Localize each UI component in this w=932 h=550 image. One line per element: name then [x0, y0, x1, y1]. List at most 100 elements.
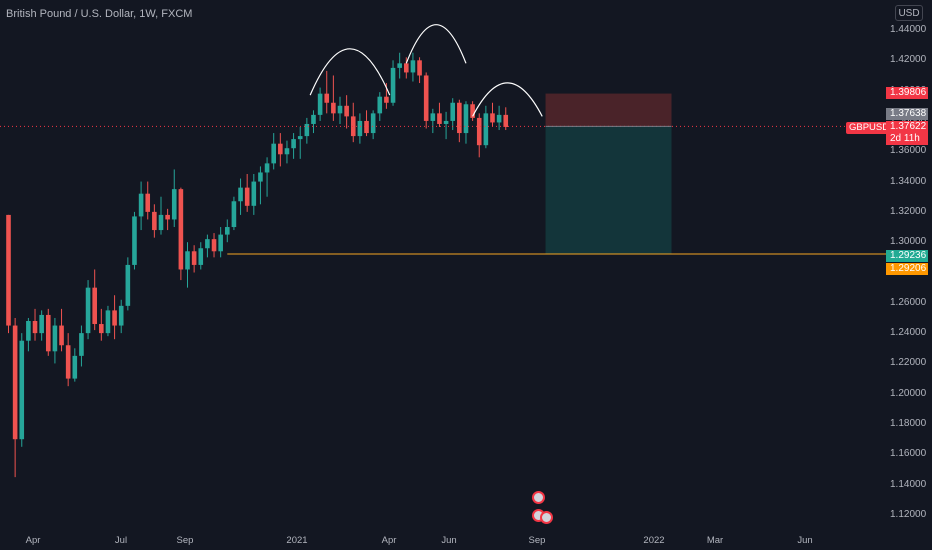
candle	[377, 92, 383, 121]
candle	[244, 173, 250, 212]
candle	[12, 317, 18, 478]
candle	[224, 219, 230, 243]
candle	[39, 310, 44, 341]
pattern-arc-3[interactable]	[472, 82, 543, 117]
x-axis-tick: Jun	[797, 535, 813, 546]
take-profit-zone[interactable]	[545, 126, 672, 254]
candle	[32, 308, 38, 341]
candle	[443, 111, 449, 140]
candle	[258, 166, 263, 205]
candle	[138, 181, 144, 231]
candle	[165, 208, 170, 231]
y-axis-tick: 1.38000	[890, 115, 926, 126]
candle	[6, 214, 11, 334]
candle	[311, 110, 316, 134]
y-axis-tick: 1.20000	[890, 387, 927, 399]
candle	[178, 187, 184, 281]
candle	[132, 211, 137, 270]
candle	[397, 52, 402, 79]
x-axis-tick: Apr	[381, 535, 397, 546]
candle	[430, 108, 436, 134]
candle	[185, 242, 190, 288]
candle	[417, 57, 422, 84]
uk-flag-event-icon[interactable]	[532, 491, 545, 504]
support-line-label: 1.29206	[886, 263, 928, 275]
candle	[45, 308, 51, 356]
uk-flag-event-icon-2[interactable]	[540, 511, 553, 524]
x-axis-tick: Sep	[528, 535, 546, 546]
candle	[344, 95, 349, 129]
candle	[112, 295, 117, 340]
candle	[251, 173, 257, 215]
target-price-label: 1.39806	[886, 87, 928, 99]
candle	[450, 98, 456, 131]
stop-loss-zone[interactable]	[545, 93, 672, 127]
candle	[79, 325, 84, 367]
candle	[99, 308, 104, 341]
pattern-arc-1[interactable]	[309, 48, 391, 96]
candle	[278, 133, 283, 167]
y-axis-tick: 1.12000	[890, 509, 927, 520]
candle	[364, 110, 369, 137]
y-axis-tick: 1.16000	[890, 448, 927, 460]
candle	[218, 227, 223, 258]
candle	[19, 333, 25, 447]
candle	[490, 102, 495, 127]
y-axis-tick: 1.18000	[890, 418, 927, 430]
y-axis-tick: 1.30000	[890, 236, 927, 248]
candle	[317, 87, 323, 121]
candle	[357, 113, 363, 144]
candle	[231, 196, 237, 231]
candle	[297, 127, 303, 159]
candle	[92, 269, 97, 331]
x-axis-tick: Jun	[441, 535, 457, 546]
candle	[437, 102, 442, 127]
candle	[271, 133, 276, 170]
candle	[496, 105, 502, 131]
x-axis-tick: Jul	[114, 535, 128, 546]
candle	[284, 140, 290, 164]
y-axis-tick: 1.24000	[890, 327, 927, 339]
candle	[158, 196, 164, 235]
y-axis-tick: 1.36000	[890, 145, 927, 157]
pattern-arc-2[interactable]	[405, 24, 467, 64]
symbol-label: GBPUSD	[846, 122, 893, 134]
y-axis-tick: 1.14000	[890, 478, 927, 490]
y-axis-tick: 1.44000	[890, 24, 927, 35]
x-axis-tick: Apr	[25, 535, 41, 546]
y-axis-tick: 1.32000	[890, 205, 927, 217]
candle	[390, 60, 396, 106]
candle	[304, 117, 310, 144]
candle	[370, 110, 376, 140]
candle	[463, 101, 469, 144]
take-profit-label: 1.29236	[886, 250, 928, 262]
countdown-label: 2d 11h	[886, 133, 928, 145]
chart-title: British Pound / U.S. Dollar, 1W, FXCM	[6, 8, 193, 20]
candle	[423, 72, 429, 129]
y-axis-tick: 1.34000	[890, 175, 927, 187]
candle	[470, 101, 475, 121]
x-axis-tick: Sep	[176, 535, 194, 546]
candle	[483, 105, 489, 149]
y-axis-tick: 1.42000	[890, 54, 927, 66]
candle	[291, 133, 296, 159]
candle	[205, 234, 210, 258]
y-axis-tick: 1.26000	[890, 296, 927, 308]
currency-button[interactable]: USD	[895, 5, 923, 21]
x-axis-tick: 2022	[643, 535, 665, 546]
candle	[118, 299, 124, 334]
close-price-label: 1.37622	[886, 121, 928, 133]
x-axis-tick: Mar	[706, 535, 724, 546]
candle	[198, 242, 204, 270]
candle	[211, 233, 217, 258]
candle	[85, 280, 91, 340]
candle	[65, 333, 71, 387]
candle	[26, 317, 31, 352]
candle	[331, 75, 336, 121]
candle	[410, 52, 416, 82]
candle	[238, 178, 243, 215]
candle	[191, 245, 197, 273]
y-axis-tick: 1.22000	[890, 357, 927, 369]
candle	[152, 204, 157, 238]
